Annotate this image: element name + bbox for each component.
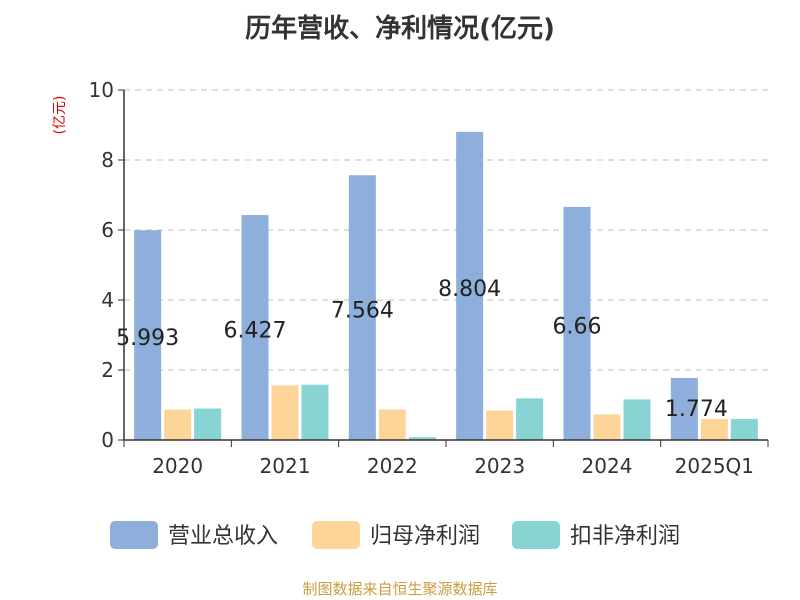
bar	[486, 410, 514, 440]
source-note: 制图数据来自恒生聚源数据库	[302, 580, 498, 598]
legend-swatch	[512, 521, 560, 549]
bar	[134, 230, 162, 440]
x-tick-label: 2020	[152, 454, 203, 478]
y-tick-label: 8	[101, 148, 114, 172]
bar	[164, 409, 192, 440]
legend-swatch	[110, 521, 158, 549]
bar	[563, 206, 591, 440]
bar	[348, 175, 376, 440]
y-tick-label: 4	[101, 288, 114, 312]
bar	[408, 437, 436, 440]
bar	[700, 419, 728, 440]
y-tick-label: 0	[101, 428, 114, 452]
y-tick-label: 2	[101, 358, 114, 382]
bar	[516, 398, 544, 440]
bar	[194, 408, 222, 440]
bar	[670, 377, 698, 440]
chart-title: 历年营收、净利情况(亿元)	[245, 14, 555, 44]
legend-swatch	[312, 521, 360, 549]
y-tick-label: 10	[89, 78, 114, 102]
bar	[623, 399, 651, 440]
y-tick-label: 6	[101, 218, 114, 242]
legend-label: 营业总收入	[168, 524, 278, 549]
x-tick-label: 2021	[260, 454, 311, 478]
y-axis-unit-label: (亿元)	[52, 96, 68, 135]
bar	[378, 409, 406, 440]
x-tick-label: 2024	[582, 454, 633, 478]
bar	[301, 384, 329, 440]
x-tick-label: 2023	[474, 454, 525, 478]
data-label: 8.804	[438, 277, 501, 302]
bar	[271, 385, 299, 440]
bar	[593, 414, 621, 440]
data-label: 5.993	[116, 326, 179, 351]
bar	[241, 215, 269, 440]
data-label: 6.66	[553, 314, 602, 339]
data-label: 6.427	[224, 319, 287, 344]
bar	[456, 131, 484, 441]
legend-label: 归母净利润	[370, 524, 480, 549]
x-tick-label: 2025Q1	[675, 454, 754, 478]
data-label: 7.564	[331, 299, 394, 324]
data-label: 1.774	[665, 397, 728, 422]
x-tick-label: 2022	[367, 454, 418, 478]
legend-label: 扣非净利润	[570, 524, 680, 549]
bar	[730, 419, 758, 440]
